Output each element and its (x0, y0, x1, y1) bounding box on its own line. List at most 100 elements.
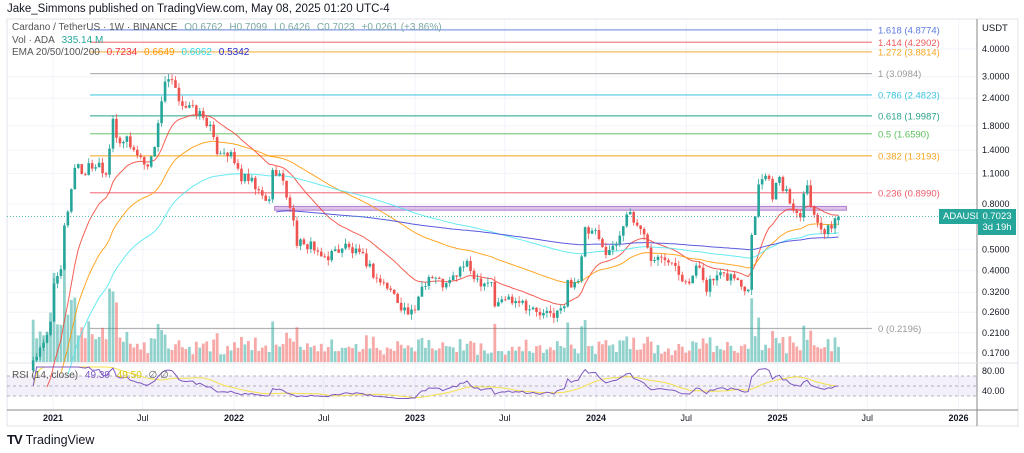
candle-body (285, 180, 288, 198)
volume-bar (378, 350, 382, 362)
candle (229, 149, 233, 159)
volume-bar (618, 340, 622, 362)
volume-bar (406, 345, 410, 362)
candle (90, 159, 94, 172)
volume-bar (795, 346, 799, 362)
footer-brand[interactable]: TV TradingView (7, 432, 94, 447)
volume-bar (104, 339, 108, 362)
volume-bar (569, 344, 573, 362)
candle-body (646, 234, 649, 248)
candle (132, 144, 136, 152)
candle (601, 237, 604, 248)
candle (587, 225, 590, 240)
candle (448, 276, 452, 287)
candle (222, 148, 226, 156)
volume-bar (580, 326, 584, 362)
candle (781, 175, 785, 194)
volume-bar (774, 338, 778, 362)
candle (670, 262, 674, 266)
rsi-tick-label: 40.00 (982, 386, 1005, 396)
candle (396, 292, 399, 304)
volume-bar (760, 350, 764, 362)
candle-body (441, 278, 445, 288)
candle (743, 286, 747, 296)
candle-body (483, 283, 486, 287)
candle-body (302, 239, 306, 245)
currency-unit[interactable]: USDT (982, 23, 1008, 34)
candle (437, 276, 441, 280)
volume-bar (708, 337, 712, 362)
volume-bar (302, 349, 306, 362)
candle-body (587, 227, 590, 234)
candle (507, 294, 511, 300)
candle (424, 282, 427, 291)
candle-body (191, 105, 195, 107)
candle-body (514, 301, 517, 304)
volume-bar (146, 353, 150, 362)
candle (774, 182, 778, 200)
candle-body (156, 123, 160, 148)
candle-body (698, 265, 701, 268)
candle (559, 304, 563, 314)
volume-bar (337, 351, 341, 362)
volume-bar (552, 350, 556, 362)
rsi-line (32, 366, 839, 399)
candle-body (736, 278, 740, 280)
volume-bar (267, 351, 271, 362)
candle-body (604, 246, 608, 256)
ema-label[interactable]: EMA 20/50/100/200 (12, 47, 100, 58)
candle-body (611, 245, 615, 251)
candle (594, 228, 597, 235)
volume-bar (333, 351, 337, 362)
candle (219, 150, 222, 155)
volume-bar (601, 344, 604, 362)
candle-body (198, 111, 202, 117)
volume-bar (764, 344, 767, 362)
price-tick-label: 0.5000 (982, 244, 1010, 254)
volume-bar (177, 340, 181, 362)
candle-body (264, 195, 268, 201)
candle (316, 247, 320, 256)
fib-level-label: 0 (0.2196) (878, 324, 921, 335)
candle (382, 279, 386, 286)
candle (805, 180, 809, 196)
rsi-label[interactable]: RSI (14, close) (12, 370, 79, 381)
volume-bar (722, 350, 726, 362)
volume-bar (465, 343, 469, 362)
symbol-name[interactable]: Cardano / TetherUS · 1W · BINANCE (12, 22, 178, 33)
volume-bar (833, 337, 837, 362)
candle (694, 262, 698, 279)
candle-body (823, 229, 826, 234)
volume-bar (656, 345, 660, 362)
volume-bar (319, 343, 323, 362)
candle-body (562, 306, 566, 309)
volume-bar (271, 321, 275, 362)
candle (87, 158, 91, 176)
volume-bar (614, 352, 618, 362)
candle (285, 180, 288, 200)
candle-body (63, 225, 66, 270)
volume-bar (368, 348, 372, 362)
volume-bar (701, 338, 705, 362)
candle-body (267, 199, 271, 201)
candle (816, 212, 819, 228)
candle (326, 251, 330, 266)
candle (236, 158, 240, 171)
ema100-value: 0.6062 (181, 47, 212, 58)
candle (240, 164, 243, 185)
candle-body (451, 275, 455, 281)
candle-body (743, 286, 747, 292)
candle-body (236, 163, 240, 169)
candle-body (615, 243, 618, 246)
volume-bar (115, 302, 118, 362)
candle-body (733, 274, 736, 279)
candle-body (750, 234, 754, 290)
volume-bar (455, 352, 459, 362)
candle (469, 256, 472, 275)
ema200-value: 0.5342 (218, 47, 250, 58)
candle (476, 273, 479, 283)
volume-label[interactable]: Vol · ADA (12, 35, 55, 46)
volume-bar (500, 351, 504, 362)
candle-body (316, 250, 320, 252)
